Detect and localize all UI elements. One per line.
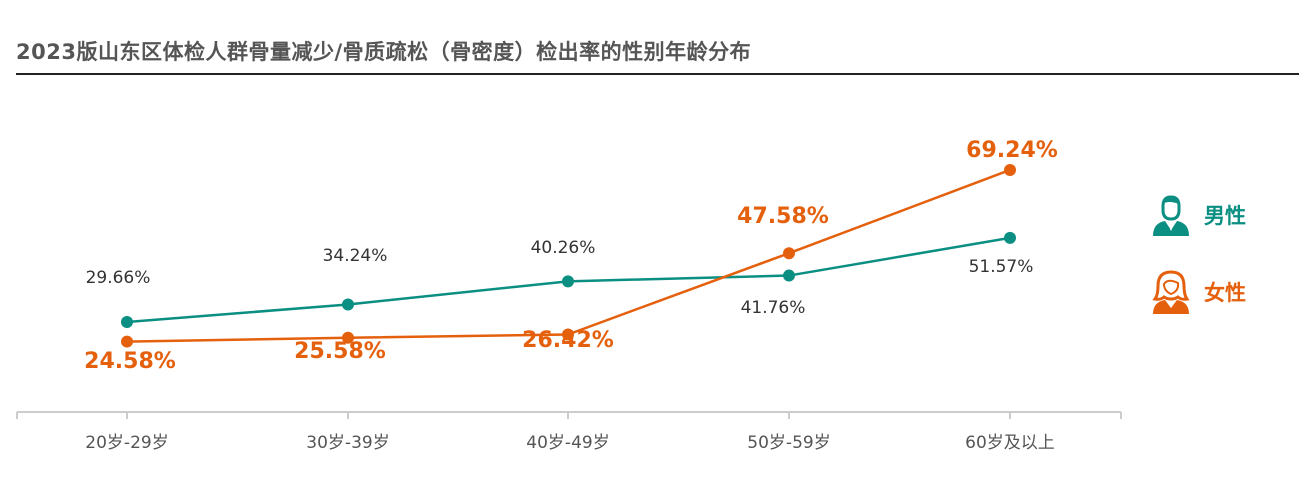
- data-label-female: 69.24%: [966, 138, 1058, 163]
- data-label-male: 40.26%: [531, 238, 596, 258]
- data-label-male: 34.24%: [323, 246, 388, 266]
- x-tick-label: 20岁-29岁: [85, 433, 168, 453]
- data-point-female: [342, 331, 354, 344]
- data-point-male: [1004, 231, 1016, 244]
- data-point-female: [1004, 163, 1016, 176]
- data-label-female: 26.42%: [522, 328, 614, 353]
- data-label-male: 51.57%: [969, 257, 1034, 277]
- data-label-male: 29.66%: [86, 268, 151, 288]
- chart-title: 2023版山东区体检人群骨量减少/骨质疏松（骨密度）检出率的性别年龄分布: [16, 40, 752, 64]
- x-tick-label: 40岁-49岁: [526, 433, 609, 453]
- data-point-male: [342, 298, 354, 311]
- male-person-icon: [1153, 195, 1189, 236]
- data-point-male: [121, 316, 133, 329]
- x-tick-label: 60岁及以上: [965, 433, 1055, 453]
- x-tick-label: 30岁-39岁: [306, 433, 389, 453]
- data-label-female: 25.58%: [294, 339, 386, 364]
- female-person-icon: [1152, 270, 1190, 314]
- x-tick-label: 50岁-59岁: [747, 433, 830, 453]
- data-label-male: 41.76%: [741, 298, 806, 318]
- data-point-male: [562, 275, 574, 288]
- data-point-female: [783, 247, 795, 260]
- data-label-female: 24.58%: [84, 349, 176, 374]
- data-point-female: [562, 328, 574, 341]
- legend-item-male: 男性: [1148, 192, 1246, 238]
- title-divider: [16, 73, 1299, 75]
- legend-item-female: 女性: [1148, 269, 1246, 315]
- data-label-female: 47.58%: [737, 204, 829, 229]
- data-point-male: [783, 269, 795, 282]
- data-point-female: [121, 335, 133, 348]
- legend-label-female: 女性: [1204, 281, 1246, 305]
- legend-label-male: 男性: [1204, 204, 1246, 228]
